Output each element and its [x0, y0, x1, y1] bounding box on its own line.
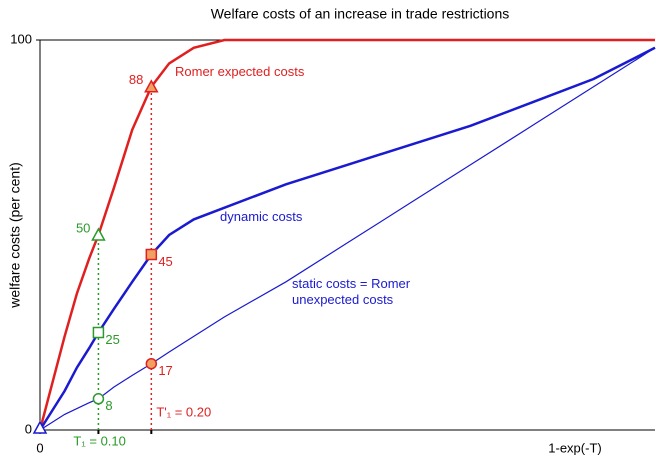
- series-label: static costs = Romer unexpected costs: [292, 276, 411, 307]
- data-label: 17: [158, 363, 172, 378]
- marker: [145, 357, 158, 370]
- marker: [92, 393, 105, 405]
- marker-label: T₁ = 0.10: [73, 433, 125, 448]
- marker: [91, 227, 106, 241]
- data-label: 50: [76, 220, 90, 235]
- data-label: 45: [158, 254, 172, 269]
- data-label: 8: [105, 398, 112, 413]
- series-label: dynamic costs: [220, 209, 303, 224]
- x-axis-label: 1-exp(-T): [548, 440, 601, 455]
- marker: [92, 326, 105, 339]
- data-label: 25: [105, 332, 119, 347]
- y-axis-label: welfare costs (per cent): [7, 162, 23, 309]
- x-tick-label: 0: [36, 440, 43, 455]
- marker-label: T'₁ = 0.20: [156, 404, 211, 419]
- series-line: [38, 46, 656, 431]
- chart-title: Welfare costs of an increase in trade re…: [211, 6, 510, 22]
- series-line: [38, 38, 655, 431]
- marker: [145, 248, 158, 261]
- marker: [32, 420, 48, 434]
- y-tick-label: 0: [25, 421, 32, 436]
- series-label: Romer expected costs: [175, 64, 305, 79]
- y-tick-label: 100: [10, 31, 32, 46]
- data-label: 88: [129, 72, 143, 87]
- series-line: [39, 47, 656, 431]
- marker: [144, 79, 159, 93]
